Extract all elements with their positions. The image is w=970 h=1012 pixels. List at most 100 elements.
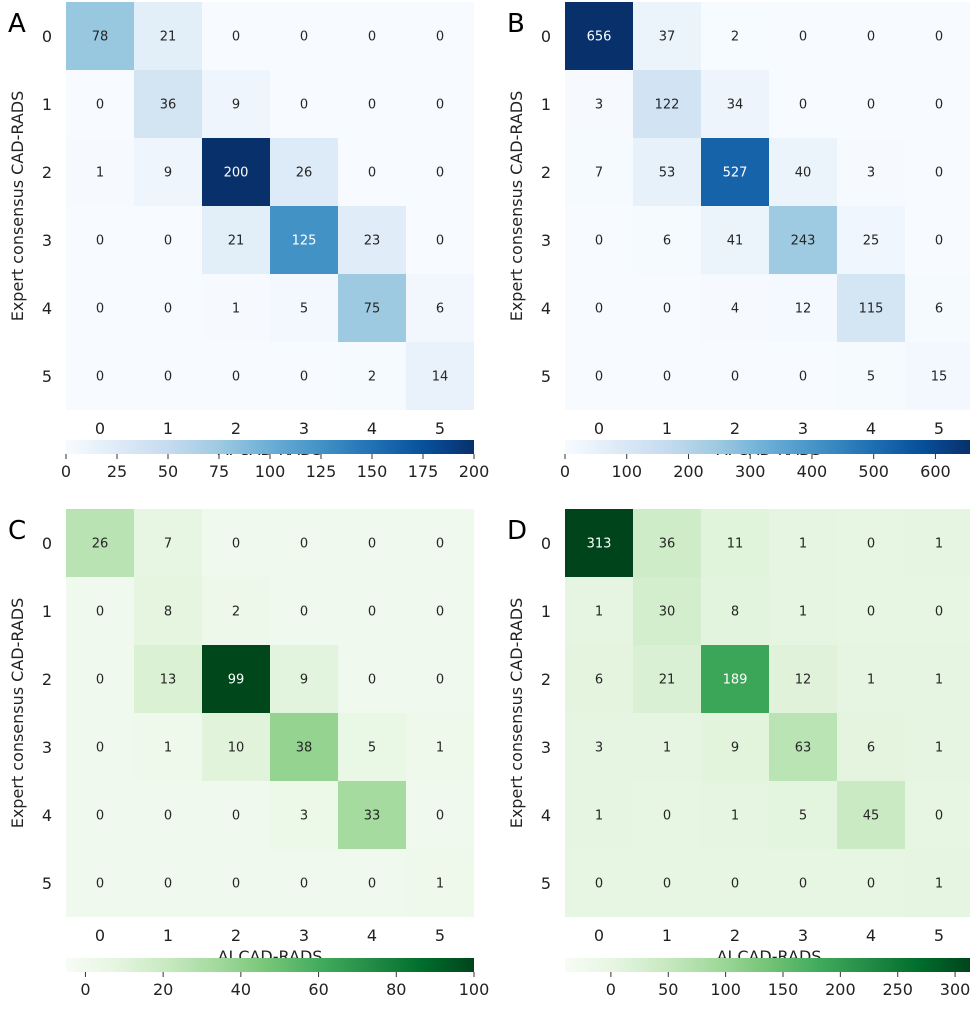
cell-value-label: 25 [863,234,880,249]
heatmap-cell [202,138,270,206]
heatmap-cell [338,645,406,713]
x-tick-label: 3 [299,419,309,438]
cell-value-label: 99 [228,673,245,688]
cell-value-label: 11 [727,537,744,552]
heatmap-cell [769,206,837,274]
cell-value-label: 0 [595,234,603,249]
cell-value-label: 1 [595,605,603,620]
heatmap-cell [633,206,701,274]
heatmap-cell [134,577,202,645]
heatmap-cell [134,781,202,849]
heatmap-cell [134,713,202,781]
cell-value-label: 0 [595,877,603,892]
cell-value-label: 6 [935,302,943,317]
colorbar-tick-label: 40 [231,980,251,999]
cell-value-label: 0 [663,809,671,824]
cell-value-label: 0 [436,809,444,824]
y-tick-label: 5 [541,367,551,386]
cell-value-label: 7 [164,537,172,552]
cell-value-label: 5 [799,809,807,824]
x-tick-label: 4 [367,926,377,945]
cell-value-label: 0 [368,673,376,688]
heatmap-cell [202,849,270,917]
y-tick-label: 2 [541,163,551,182]
heatmap-cell [565,2,633,70]
cell-value-label: 1 [799,605,807,620]
cell-value-label: 0 [96,809,104,824]
cell-value-label: 26 [296,166,313,181]
heatmap-panel-a: A 78 21 0 0 0 00 36 9 0 0 01 9 200 26 0 00 0 21 125 23 00 0 1 5 7… [8,2,489,481]
heatmap-cell [905,577,970,645]
heatmap-cell [406,70,474,138]
colorbar-tick-label: 150 [768,980,799,999]
cell-value-label: 0 [96,302,104,317]
cell-value-label: 0 [300,877,308,892]
colorbar-tick-label: 25 [107,462,127,481]
cell-value-label: 13 [160,673,177,688]
y-axis-label: Expert consensus CAD-RADS [507,598,526,829]
cell-value-label: 0 [935,166,943,181]
cell-value-label: 0 [232,370,240,385]
y-tick-label: 0 [42,534,52,553]
heatmap-cell [406,577,474,645]
cell-value-label: 1 [436,741,444,756]
heatmap-cell [338,206,406,274]
heatmap-cell [134,274,202,342]
heatmap-cell [134,138,202,206]
heatmap-cell [837,849,905,917]
y-tick-label: 5 [42,367,52,386]
heatmap-cell [202,645,270,713]
heatmap-cell [565,577,633,645]
heatmap-cell [338,849,406,917]
colorbar [66,440,474,454]
cell-value-label: 0 [436,166,444,181]
colorbar [565,440,970,454]
heatmap-cell [406,342,474,410]
colorbar-tick-label: 0 [606,980,616,999]
x-tick-label: 0 [95,926,105,945]
heatmap-cell [270,206,338,274]
cell-value-label: 0 [731,877,739,892]
cell-value-label: 33 [364,809,381,824]
heatmap-cell [406,206,474,274]
cell-value-label: 3 [300,809,308,824]
cell-value-label: 0 [436,234,444,249]
cell-value-label: 1 [232,302,240,317]
cell-value-label: 1 [935,877,943,892]
y-tick-label: 1 [42,602,52,621]
heatmap-cell [633,849,701,917]
heatmap-cell [905,70,970,138]
cell-value-label: 0 [232,877,240,892]
x-tick-label: 5 [435,926,445,945]
colorbar-tick-label: 80 [386,980,406,999]
panel-label: B [507,9,525,39]
heatmap-cell [406,138,474,206]
heatmap-cell [565,274,633,342]
heatmap-cell [202,206,270,274]
cell-value-label: 1 [799,537,807,552]
x-tick-label: 1 [163,419,173,438]
colorbar-tick-label: 500 [858,462,889,481]
heatmap-cell [565,713,633,781]
y-tick-label: 4 [541,806,551,825]
cell-value-label: 78 [92,30,109,45]
heatmap-cell [565,781,633,849]
heatmap-cell [66,2,134,70]
cell-value-label: 34 [727,98,744,113]
heatmap-cell [565,70,633,138]
heatmap-cell [134,206,202,274]
colorbar-tick-label: 250 [882,980,913,999]
y-tick-label: 2 [541,670,551,689]
y-tick-label: 3 [42,738,52,757]
heatmap-cell [905,509,970,577]
cell-value-label: 1 [663,741,671,756]
cell-value-label: 1 [935,537,943,552]
cell-value-label: 12 [795,302,812,317]
heatmap-cell [134,849,202,917]
cell-value-label: 0 [663,877,671,892]
colorbar-tick-label: 60 [308,980,328,999]
heatmap-cell [701,342,769,410]
heatmap-cell [270,577,338,645]
cell-value-label: 0 [663,302,671,317]
cell-value-label: 40 [795,166,812,181]
